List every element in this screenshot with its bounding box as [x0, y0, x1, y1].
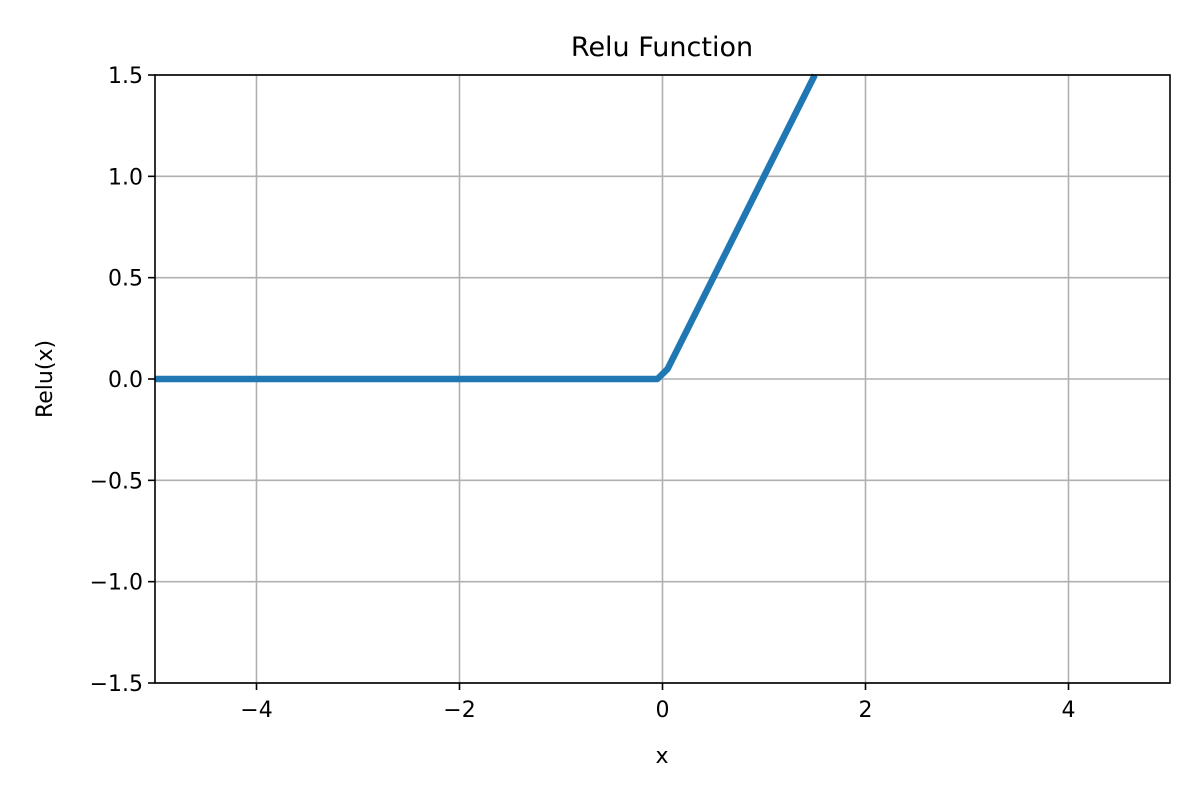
x-tick-label: −2 — [443, 698, 475, 723]
x-axis-label: x — [655, 744, 668, 769]
y-tick-label: 0.5 — [108, 267, 143, 292]
chart-title: Relu Function — [571, 32, 753, 63]
y-tick-label: −1.0 — [90, 571, 143, 596]
x-tick-label: 0 — [656, 698, 670, 723]
y-tick-label: 1.5 — [108, 64, 143, 89]
series-layer — [155, 73, 818, 383]
y-tick-label: 1.0 — [108, 165, 143, 190]
y-tick-label: −1.5 — [90, 672, 143, 697]
x-tick-label: 4 — [1062, 698, 1076, 723]
x-tick-label: −4 — [240, 698, 272, 723]
relu-series-line — [155, 73, 818, 383]
tick-marks — [148, 74, 1070, 690]
y-tick-label: 0.0 — [108, 368, 143, 393]
tick-labels: −4 −2 0 2 4 −1.5 −1.0 −0.5 0.0 0.5 1.0 1.5 — [90, 64, 1076, 723]
y-axis-label: Relu(x) — [33, 340, 58, 418]
y-tick-label: −0.5 — [90, 469, 143, 494]
x-tick-label: 2 — [859, 698, 873, 723]
